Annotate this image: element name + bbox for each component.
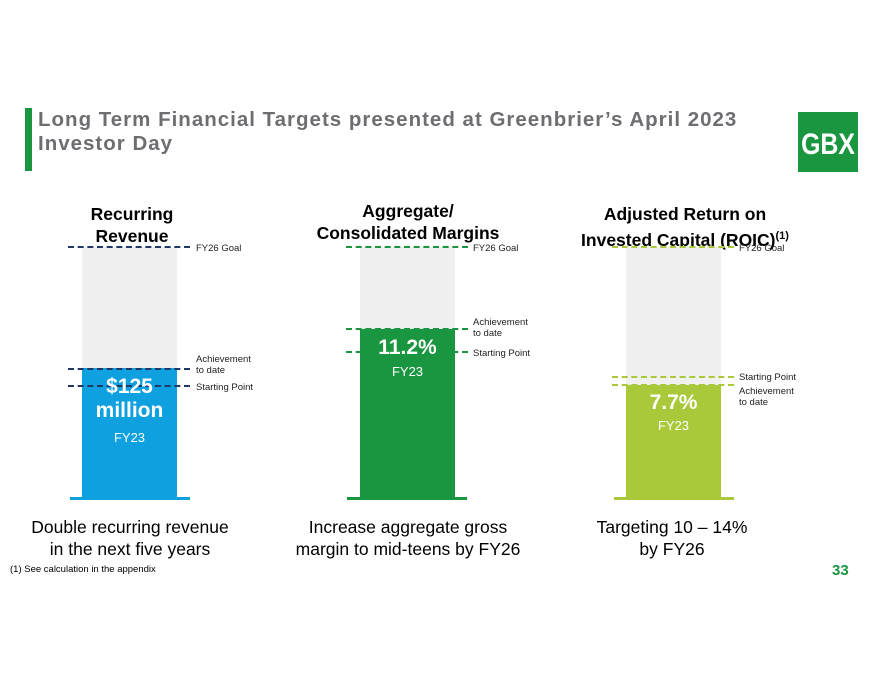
heading-recurring-revenue: Recurring Revenue — [90, 204, 174, 246]
heading-roic: Adjusted Return on Invested Capital (ROI… — [581, 204, 789, 250]
logo-text: GBX — [801, 127, 855, 161]
roic-goal-label: FY26 Goal — [739, 243, 785, 254]
revenue-bar-fill — [82, 368, 177, 500]
revenue-goal-label: FY26 Goal — [196, 243, 242, 254]
roic-achievement-label: Achievement to date — [739, 386, 794, 408]
margin-starting-label: Starting Point — [473, 348, 531, 359]
margin-bar-base — [347, 497, 467, 500]
revenue-achievement-line — [68, 368, 190, 370]
roic-achievement-line — [612, 384, 734, 386]
revenue-bar-base — [70, 497, 190, 500]
roic-starting-line — [612, 376, 734, 378]
margin-goal-line — [346, 246, 468, 248]
revenue-achievement-label: Achievement to date — [196, 354, 251, 376]
roic-bar-base — [614, 497, 734, 500]
margin-achievement-label: Achievement to date — [473, 317, 528, 339]
revenue-goal-line — [68, 246, 190, 248]
roic-caption: Targeting 10 – 14% by FY26 — [596, 517, 748, 559]
footnote: (1) See calculation in the appendix — [10, 564, 156, 575]
roic-value: 7.7% — [649, 391, 698, 414]
margin-value: 11.2% — [360, 336, 455, 360]
margin-goal-label: FY26 Goal — [473, 243, 519, 254]
roic-starting-label: Starting Point — [739, 372, 797, 383]
roic-bar-fill — [626, 385, 721, 500]
roic-period: FY23 — [657, 418, 690, 433]
gbx-logo: GBX — [798, 112, 858, 172]
page-title: Long Term Financial Targets presented at… — [38, 108, 738, 155]
margin-achievement-line — [346, 328, 468, 330]
revenue-period: FY23 — [113, 430, 146, 445]
margin-period: FY23 — [391, 364, 424, 379]
revenue-caption: Double recurring revenue in the next fiv… — [31, 517, 229, 559]
revenue-starting-label: Starting Point — [196, 382, 254, 393]
roic-goal-line — [612, 246, 734, 248]
margin-caption: Increase aggregate gross margin to mid-t… — [295, 517, 521, 559]
title-accent-bar — [25, 108, 32, 171]
heading-margins: Aggregate/ Consolidated Margins — [316, 201, 500, 243]
page-number: 33 — [832, 562, 849, 579]
revenue-starting-line — [68, 385, 190, 387]
revenue-value: $125 million — [95, 375, 164, 422]
